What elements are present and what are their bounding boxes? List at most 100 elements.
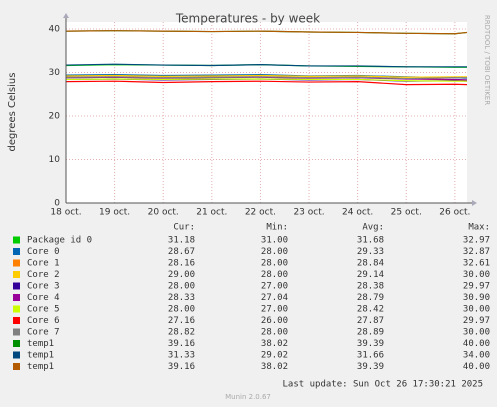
legend-label: temp1	[27, 362, 54, 372]
legend-stat: 39.39	[357, 339, 384, 349]
plot-area	[66, 22, 467, 203]
legend-swatch	[13, 294, 20, 301]
legend-swatch	[13, 340, 20, 347]
legend-label: Package id 0	[27, 236, 92, 246]
series-line	[65, 63, 467, 68]
legend-stat: 40.00	[463, 339, 490, 349]
legend-label: Core 2	[27, 270, 60, 280]
legend-header: Cur:	[173, 223, 195, 233]
legend-swatch	[13, 259, 20, 267]
legend-stat: 27.16	[168, 316, 195, 326]
side-text: RRDTOOL / TOBI OETIKER	[483, 15, 491, 105]
legend-stat: 28.33	[168, 293, 195, 303]
x-tick-label: 19 oct.	[99, 208, 130, 218]
series-line	[65, 30, 468, 35]
legend-label: Core 0	[27, 247, 60, 257]
legend-stat: 30.00	[463, 305, 490, 315]
legend-stat: 38.02	[261, 339, 288, 349]
legend-swatch	[13, 236, 20, 244]
last-update: Last update: Sun Oct 26 17:30:21 2025	[283, 380, 483, 390]
version: Munin 2.0.67	[225, 393, 271, 401]
legend-stat: 31.00	[261, 236, 288, 246]
legend-label: Core 6	[27, 316, 60, 326]
legend-stat: 32.97	[463, 236, 490, 246]
legend-swatch	[13, 305, 20, 313]
legend-stat: 31.18	[168, 236, 195, 246]
series-line	[65, 80, 468, 86]
y-axis-label: degrees Celsius	[7, 73, 18, 152]
legend-label: Core 7	[27, 328, 60, 338]
legend-stat: 29.02	[261, 351, 288, 361]
legend-stat: 28.82	[168, 328, 195, 338]
legend-stat: 30.00	[463, 328, 490, 338]
legend-stat: 39.39	[357, 362, 384, 372]
legend-stat: 29.14	[357, 270, 384, 280]
y-arrow	[63, 13, 69, 18]
legend-swatch	[13, 351, 20, 359]
legend-stat: 29.00	[168, 270, 195, 280]
y-tick-label: 0	[54, 199, 60, 209]
legend-swatch	[13, 363, 20, 370]
legend-label: Core 5	[27, 305, 60, 315]
legend-label: temp1	[27, 339, 54, 349]
legend-stat: 31.68	[357, 236, 384, 246]
legend-stat: 32.61	[463, 259, 490, 269]
legend-stat: 28.00	[261, 259, 288, 269]
x-tick-label: 26 oct.	[439, 208, 470, 218]
y-tick-label: 10	[49, 155, 61, 165]
legend-label: Core 1	[27, 259, 60, 269]
legend-header: Min:	[266, 223, 288, 233]
legend-stat: 28.00	[261, 270, 288, 280]
x-tick-label: 22 oct.	[245, 208, 276, 218]
x-tick-label: 18 oct.	[50, 208, 81, 218]
legend-stat: 30.00	[463, 270, 490, 280]
legend-stat: 39.16	[168, 362, 195, 372]
legend-stat: 28.00	[261, 328, 288, 338]
legend-swatch	[13, 271, 20, 278]
legend-stat: 31.33	[168, 351, 195, 361]
x-tick-label: 24 oct.	[342, 208, 373, 218]
legend-stat: 29.97	[463, 282, 490, 292]
legend-stat: 27.00	[261, 282, 288, 292]
legend-stat: 26.00	[261, 316, 288, 326]
legend-stat: 34.00	[463, 351, 490, 361]
legend-stat: 39.16	[168, 339, 195, 349]
series-line	[65, 74, 467, 78]
legend-stat: 27.87	[357, 316, 384, 326]
y-tick-label: 30	[49, 68, 61, 78]
legend-header: Avg:	[362, 223, 384, 233]
chart-title: Temperatures - by week	[175, 12, 320, 26]
legend-header: Max:	[468, 223, 490, 233]
legend-stat: 28.67	[168, 247, 195, 257]
series-line	[65, 78, 467, 82]
series-line	[65, 76, 467, 80]
legend-stat: 38.02	[261, 362, 288, 372]
legend-stat: 28.00	[168, 305, 195, 315]
legend-stat: 29.33	[357, 247, 384, 257]
x-tick-label: 25 oct.	[391, 208, 422, 218]
y-tick-label: 40	[49, 24, 61, 34]
legend-stat: 30.90	[463, 293, 490, 303]
legend-stat: 28.00	[168, 282, 195, 292]
legend-swatch	[13, 248, 20, 255]
legend-label: temp1	[27, 351, 54, 361]
legend-stat: 31.66	[357, 351, 384, 361]
legend-stat: 27.04	[261, 293, 288, 303]
legend-stat: 28.84	[357, 259, 384, 269]
legend-stat: 28.42	[357, 305, 384, 315]
legend-stat: 28.16	[168, 259, 195, 269]
legend-stat: 28.00	[261, 247, 288, 257]
legend-label: Core 4	[27, 293, 60, 303]
x-tick-label: 23 oct.	[293, 208, 324, 218]
legend-stat: 28.38	[357, 282, 384, 292]
y-tick-label: 20	[49, 111, 61, 121]
legend-stat: 28.79	[357, 293, 384, 303]
legend-swatch	[13, 282, 20, 290]
x-tick-label: 20 oct.	[148, 208, 179, 218]
x-tick-label: 21 oct.	[196, 208, 227, 218]
legend-swatch	[13, 317, 20, 324]
legend-stat: 28.89	[357, 328, 384, 338]
legend-stat: 29.97	[463, 316, 490, 326]
legend-label: Core 3	[27, 282, 60, 292]
